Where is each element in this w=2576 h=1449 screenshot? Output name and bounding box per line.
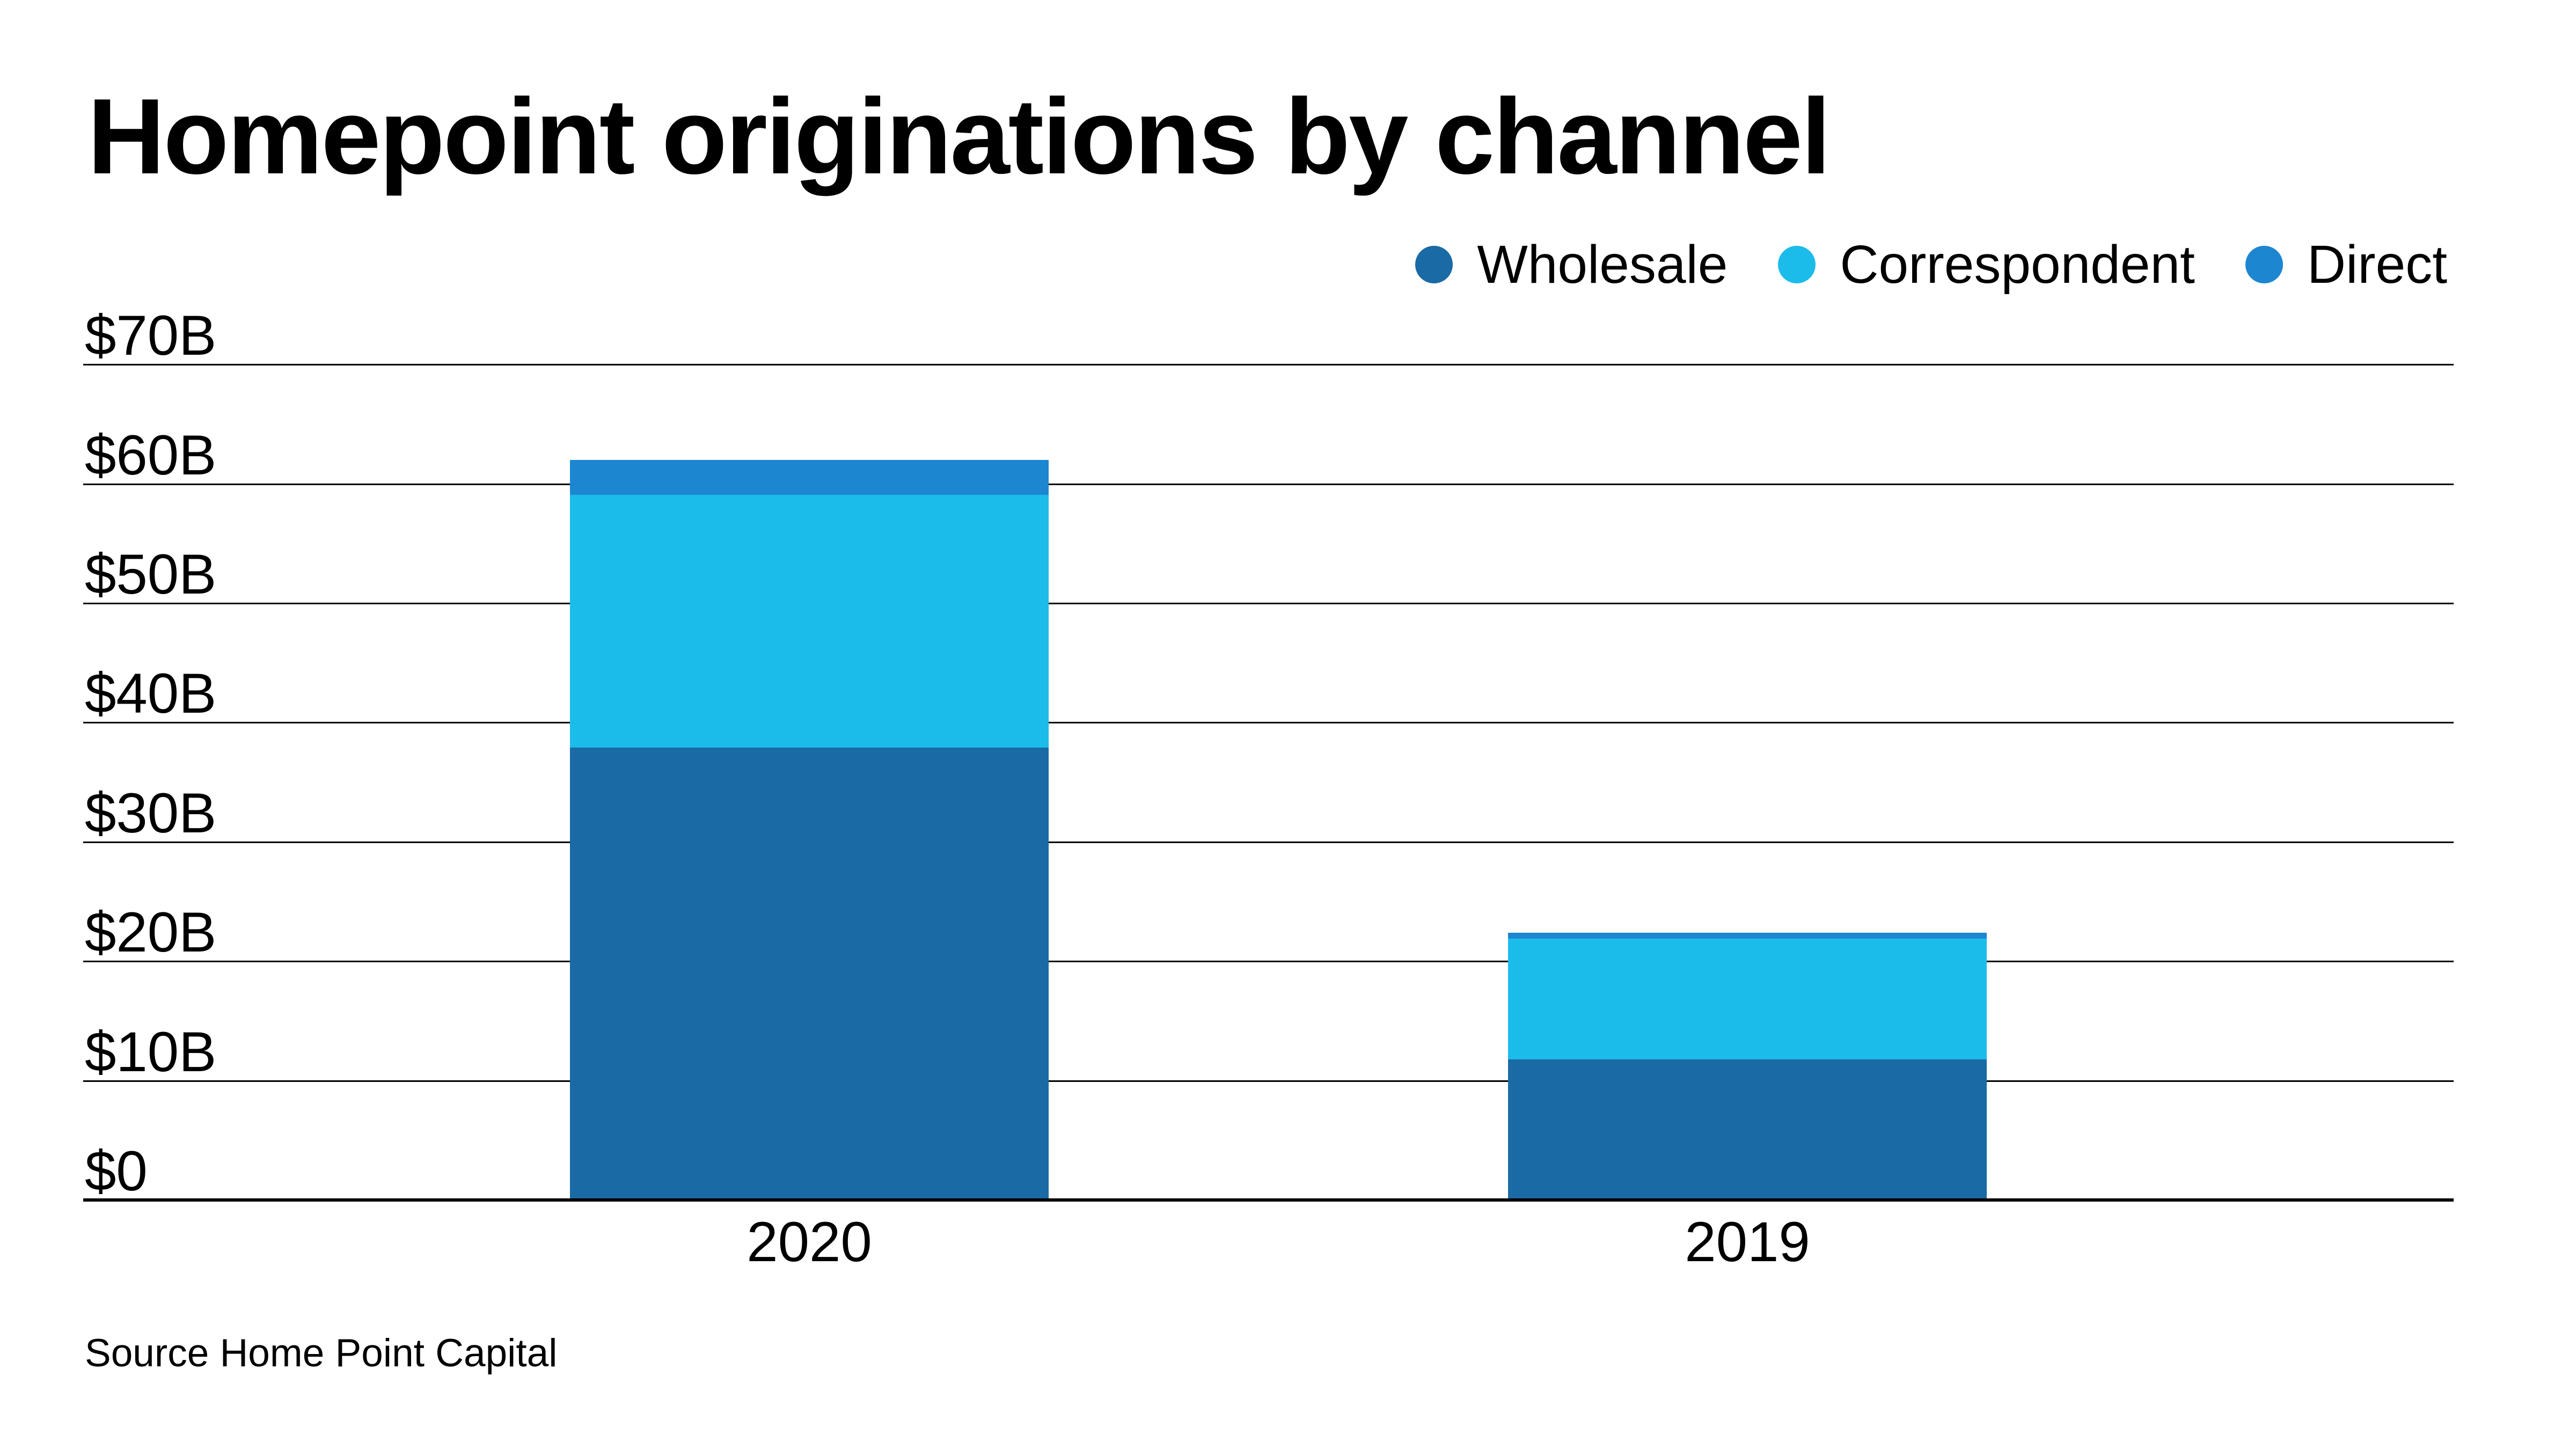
gridline xyxy=(83,961,2454,963)
bar-segment-direct-2019 xyxy=(1508,932,1987,939)
source-note: Source Home Point Capital xyxy=(85,1331,558,1375)
gridline xyxy=(83,841,2454,843)
bar-segment-correspondent-2020 xyxy=(570,494,1049,748)
legend-dot-wholesale-icon xyxy=(1415,246,1453,283)
legend-item-direct: Direct xyxy=(2245,235,2447,294)
legend-label: Direct xyxy=(2307,235,2447,295)
bar-segment-wholesale-2019 xyxy=(1508,1059,1987,1200)
gridline xyxy=(83,483,2454,485)
gridline xyxy=(83,1080,2454,1082)
bar-segment-wholesale-2020 xyxy=(570,748,1049,1200)
chart-legend: Wholesale Correspondent Direct xyxy=(1415,235,2447,294)
legend-dot-correspondent-icon xyxy=(1778,246,1816,283)
x-tick-label: 2019 xyxy=(1685,1211,1810,1274)
y-tick-label: $60B xyxy=(85,423,217,487)
y-tick-label: $10B xyxy=(85,1020,217,1084)
bar-segment-correspondent-2019 xyxy=(1508,938,1987,1059)
y-tick-label: $40B xyxy=(85,662,217,726)
x-tick-label: 2020 xyxy=(747,1211,872,1274)
y-tick-label: $50B xyxy=(85,543,217,606)
gridline xyxy=(83,603,2454,604)
bar-segment-direct-2020 xyxy=(570,460,1049,495)
y-tick-label: $0 xyxy=(85,1140,148,1203)
legend-label: Wholesale xyxy=(1477,235,1728,295)
y-tick-label: $30B xyxy=(85,781,217,845)
y-tick-label: $20B xyxy=(85,901,217,964)
legend-dot-direct-icon xyxy=(2245,246,2283,283)
legend-label: Correspondent xyxy=(1840,235,2195,295)
legend-item-wholesale: Wholesale xyxy=(1415,235,1728,294)
legend-item-correspondent: Correspondent xyxy=(1778,235,2195,294)
x-axis-line xyxy=(83,1198,2454,1202)
gridline xyxy=(83,722,2454,724)
chart-title: Homepoint originations by channel xyxy=(87,77,1831,196)
y-tick-label: $70B xyxy=(85,304,217,368)
gridline xyxy=(83,364,2454,366)
